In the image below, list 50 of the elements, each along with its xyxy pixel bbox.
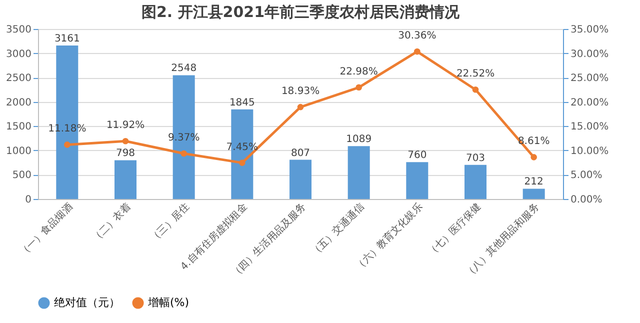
data-label: 212 [524, 176, 544, 188]
y2-tick-label: 25.00% [570, 73, 609, 84]
data-label: 22.52% [456, 68, 495, 80]
y-tick-label: 2000 [6, 97, 32, 108]
point [122, 138, 129, 144]
data-label: 30.36% [398, 30, 436, 42]
data-label: 1089 [346, 134, 372, 146]
y-tick-label: 1000 [6, 146, 32, 157]
bar [290, 160, 312, 199]
bar [114, 160, 136, 199]
point [472, 86, 479, 93]
point [414, 48, 420, 55]
y-tick-label: 1500 [6, 122, 32, 133]
data-label: 807 [290, 148, 310, 159]
x-tick-label: （二）衣着 [89, 200, 134, 245]
data-label: 760 [408, 150, 427, 162]
y2-tick-label: 30.00% [570, 48, 609, 60]
bar [348, 146, 370, 199]
legend-label: 绝对值（元） [54, 296, 120, 309]
data-label: 3161 [54, 33, 80, 44]
y2-tick-label: 10.00% [570, 146, 609, 157]
data-label: 11.92% [106, 120, 145, 132]
bar [464, 164, 486, 199]
y-tick-label: 2500 [6, 73, 32, 84]
y2-tick-label: 15.00% [570, 122, 609, 133]
data-label: 1845 [229, 97, 255, 108]
y2-tick-label: 0.00% [570, 194, 602, 206]
data-label: 22.98% [340, 66, 378, 78]
bar [406, 162, 428, 199]
point [64, 142, 70, 148]
y-tick-label: 3500 [6, 24, 32, 36]
y2-tick-label: 35.00% [570, 24, 609, 36]
point [356, 84, 362, 91]
y-tick-label: 0 [25, 194, 32, 206]
y-tick-label: 3000 [6, 48, 32, 60]
data-label: 703 [466, 152, 486, 164]
point [297, 104, 304, 110]
bar [522, 188, 545, 199]
legend-label: 增幅(%) [147, 296, 190, 309]
y-tick-label: 500 [12, 170, 32, 182]
point [180, 150, 187, 157]
y2-tick-label: 5.00% [570, 170, 602, 182]
y2-tick-label: 20.00% [570, 97, 609, 108]
point [530, 154, 537, 160]
chart-title: 图2. 开江县2021年前三季度农村居民消费情况 [141, 3, 461, 21]
data-label: 18.93% [281, 86, 320, 98]
point [239, 160, 246, 166]
data-label: 2548 [171, 63, 197, 74]
data-label: 798 [116, 148, 136, 160]
x-tick-label: （三）居住 [148, 202, 192, 245]
